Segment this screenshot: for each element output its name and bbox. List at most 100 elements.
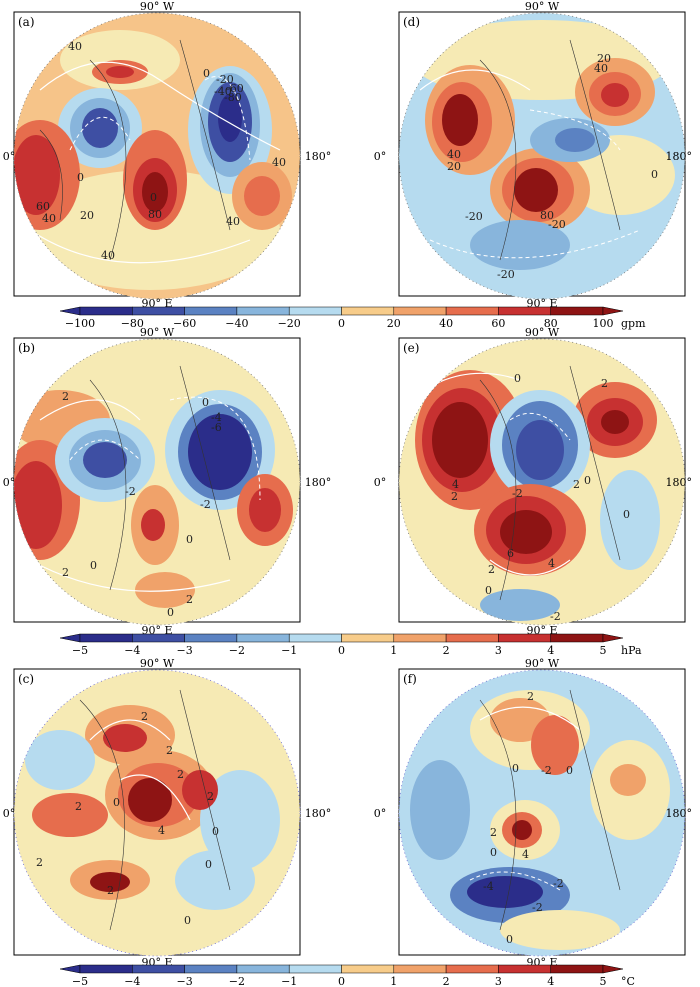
colorbar-bin <box>288 306 342 316</box>
contour-label: 4 <box>158 824 165 837</box>
colorbar-bin <box>288 633 342 643</box>
contour-label: 0 <box>512 762 519 775</box>
panel-a-contour-labels: 40 0 -20 -40 -60 -80 0 40 60 40 0 20 80 … <box>36 40 286 262</box>
colorbar-bin <box>184 633 238 643</box>
colorbar-tick-label: 1 <box>390 975 397 987</box>
colorbar-bin <box>498 964 551 974</box>
panel-e-top-label: 90° W <box>525 326 560 339</box>
colorbar-tick-label: −3 <box>176 975 192 987</box>
colorbar-bin <box>132 964 185 974</box>
contour-label: 6 <box>507 547 514 560</box>
contour-label: 0 <box>623 508 630 521</box>
colorbar-tick-label: 20 <box>387 317 401 330</box>
contour-label: -2 <box>541 764 552 777</box>
colorbar-tick-label: 5 <box>600 975 607 987</box>
contour-label: -2 <box>532 901 543 914</box>
contour-label: 0 <box>202 396 209 409</box>
contour-label: -2 <box>553 877 564 890</box>
contour-label: 40 <box>226 215 240 228</box>
panel-f-contour-labels: 2 0 -2 0 2 0 4 -4 -2 -2 0 <box>483 690 573 946</box>
contour-label: 2 <box>490 826 497 839</box>
panel-a-map <box>14 13 300 299</box>
panel-b-contour-labels: 2 0 -4 -6 -2 -2 0 2 0 2 0 <box>62 390 222 619</box>
panel-e-contour-labels: 0 2 4 2 -2 2 0 6 2 4 0 -2 0 <box>451 372 630 623</box>
panel-e-letter: (e) <box>403 341 419 355</box>
contour-label: 0 <box>203 67 210 80</box>
contour-label: 0 <box>150 191 157 204</box>
colorbar-bin <box>288 964 342 974</box>
contour-label: -2 <box>200 498 211 511</box>
contour-label: 40 <box>68 40 82 53</box>
panel-e-map <box>399 339 685 625</box>
colorbar-tick-label: −60 <box>173 317 196 330</box>
colorbar-unit: °C <box>621 975 635 987</box>
colorbar-tick-label: 60 <box>491 317 505 330</box>
colorbar-bin <box>341 306 395 316</box>
colorbar-bin <box>550 633 604 643</box>
colorbar-tick-label: 1 <box>390 644 397 657</box>
panel-f-map <box>399 670 685 956</box>
panel-d-right-label: 180° <box>666 150 693 163</box>
colorbar-arrow-high <box>602 306 624 316</box>
contour-label: 0 <box>506 933 513 946</box>
contour-label: -20 <box>497 268 515 281</box>
panel-d-contour-labels: 20 40 40 20 0 -20 80 -20 -20 <box>447 52 658 281</box>
colorbar-tick-label: −5 <box>72 644 88 657</box>
contour-label: -4 <box>483 880 494 893</box>
panel-f-letter: (f) <box>403 672 417 686</box>
colorbar-tick-label: 40 <box>439 317 453 330</box>
colorbar-tick-label: 0 <box>338 975 345 987</box>
contour-label: 2 <box>488 563 495 576</box>
contour-label: 20 <box>597 52 611 65</box>
colorbar-arrow-high <box>602 964 624 974</box>
panel-c-letter: (c) <box>18 672 34 686</box>
panel-f-left-label: 0° <box>374 807 387 820</box>
contour-label: 4 <box>452 478 459 491</box>
colorbar-tick-label: −1 <box>281 644 297 657</box>
colorbar-tick-label: 2 <box>443 975 450 987</box>
contour-label: 2 <box>527 690 534 703</box>
contour-label: -60 <box>226 82 244 95</box>
panel-d-top-label: 90° W <box>525 0 560 13</box>
colorbar-tick-label: 0 <box>338 644 345 657</box>
contour-label: 2 <box>573 478 580 491</box>
colorbar-bin <box>498 633 551 643</box>
colorbar-tick-label: 80 <box>544 317 558 330</box>
colorbar-arrow-high <box>602 633 624 643</box>
colorbar-tick-label: −3 <box>176 644 192 657</box>
colorbar-tick-label: −40 <box>225 317 248 330</box>
contour-label: 2 <box>75 800 82 813</box>
colorbar-geopotential: −100 −80 −60 −40 −20 0 20 40 60 80 100 gpm <box>59 306 646 330</box>
colorbar-tick-label: 4 <box>547 975 554 987</box>
panel-f-right-label: 180° <box>666 807 693 820</box>
panel-b-map <box>14 339 300 625</box>
contour-label: -2 <box>512 487 523 500</box>
colorbar-tick-label: −4 <box>124 975 140 987</box>
colorbar-unit: hPa <box>621 644 642 657</box>
colorbar-bin <box>550 964 604 974</box>
colorbar-tick-label: −2 <box>229 975 245 987</box>
panel-e-right-label: 180° <box>666 476 693 489</box>
colorbar-temperature: −5 −4 −3 −2 −1 0 1 2 3 4 5 °C <box>59 964 635 987</box>
contour-label: 0 <box>566 764 573 777</box>
panel-a-top-label: 90° W <box>140 0 175 13</box>
contour-label: 0 <box>514 372 521 385</box>
contour-label: 0 <box>113 796 120 809</box>
contour-label: 2 <box>207 790 214 803</box>
colorbar-arrow-low <box>59 306 81 316</box>
panel-c-right-label: 180° <box>305 807 332 820</box>
colorbar-tick-label: 3 <box>495 644 502 657</box>
colorbar-tick-label: −4 <box>124 644 140 657</box>
colorbar-unit: gpm <box>621 317 646 330</box>
colorbar-bin <box>393 964 447 974</box>
panel-a-left-label: 0° <box>3 150 16 163</box>
panel-c-top-label: 90° W <box>140 657 175 670</box>
colorbar-bin <box>79 964 133 974</box>
contour-label: 0 <box>485 584 492 597</box>
colorbar-tick-label: 3 <box>495 975 502 987</box>
colorbar-bin <box>184 964 238 974</box>
contour-label: -80 <box>224 91 242 104</box>
contour-label: 0 <box>651 168 658 181</box>
contour-label: 2 <box>62 390 69 403</box>
contour-label: 4 <box>522 848 529 861</box>
